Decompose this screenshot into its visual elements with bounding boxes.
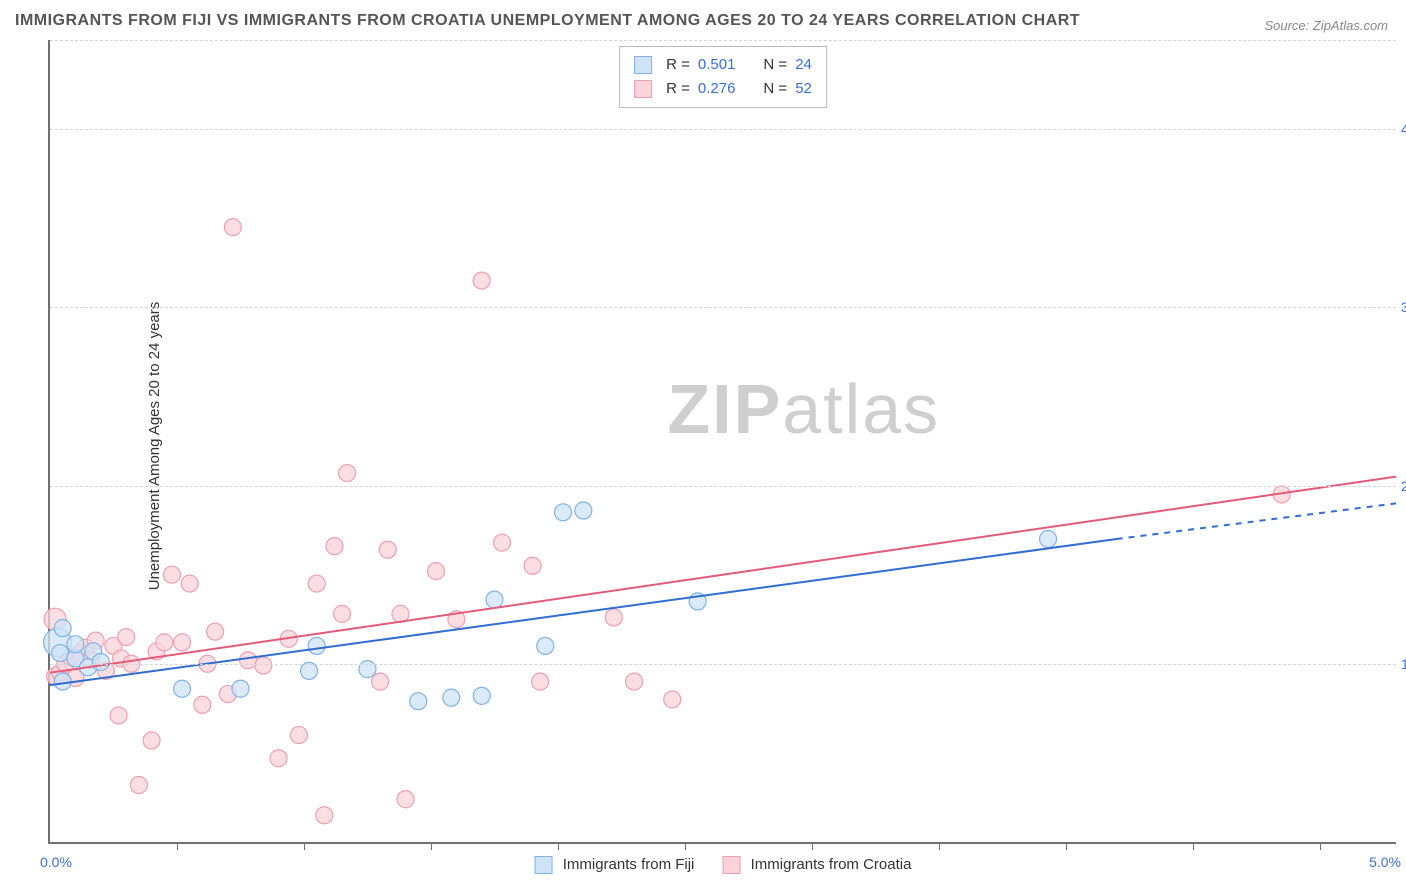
- legend-item-croatia: Immigrants from Croatia: [722, 856, 911, 874]
- x-tick: [939, 842, 940, 850]
- x-axis-origin-label: 0.0%: [40, 854, 72, 870]
- data-point-croatia: [290, 727, 307, 744]
- swatch-croatia: [722, 856, 740, 874]
- data-point-croatia: [473, 272, 490, 289]
- data-point-fiji: [486, 591, 503, 608]
- x-axis-end-label: 5.0%: [1369, 854, 1401, 870]
- data-point-fiji: [52, 645, 69, 662]
- data-point-croatia: [110, 707, 127, 724]
- data-point-croatia: [207, 623, 224, 640]
- x-tick: [431, 842, 432, 850]
- y-tick-label: 20.0%: [1401, 478, 1406, 494]
- data-point-fiji: [301, 662, 318, 679]
- data-point-croatia: [379, 541, 396, 558]
- data-point-fiji: [54, 620, 71, 637]
- data-point-croatia: [163, 566, 180, 583]
- data-point-fiji: [308, 637, 325, 654]
- data-point-croatia: [326, 538, 343, 555]
- data-point-croatia: [224, 219, 241, 236]
- scatter-svg: [50, 40, 1396, 842]
- x-tick: [812, 842, 813, 850]
- y-tick-label: 10.0%: [1401, 656, 1406, 672]
- r-label: R =: [666, 77, 690, 101]
- data-point-croatia: [181, 575, 198, 592]
- data-point-croatia: [194, 696, 211, 713]
- data-point-fiji: [67, 636, 84, 653]
- data-point-croatia: [118, 629, 135, 646]
- correlation-legend: R = 0.501 N = 24 R = 0.276 N = 52: [619, 46, 827, 108]
- gridline: [50, 129, 1396, 130]
- trend-line-fiji-extrapolated: [1117, 503, 1396, 539]
- series-legend: Immigrants from Fiji Immigrants from Cro…: [535, 856, 912, 874]
- legend-row-croatia: R = 0.276 N = 52: [634, 77, 812, 101]
- gridline: [50, 664, 1396, 665]
- data-point-fiji: [174, 680, 191, 697]
- gridline: [50, 307, 1396, 308]
- source-attribution: Source: ZipAtlas.com: [1264, 18, 1388, 33]
- x-tick: [685, 842, 686, 850]
- data-point-croatia: [308, 575, 325, 592]
- n-value-fiji: 24: [795, 53, 812, 77]
- data-point-croatia: [494, 534, 511, 551]
- data-point-croatia: [143, 732, 160, 749]
- swatch-fiji: [535, 856, 553, 874]
- swatch-croatia: [634, 80, 652, 98]
- legend-label-croatia: Immigrants from Croatia: [751, 856, 912, 873]
- plot-area: ZIPatlas R = 0.501 N = 24 R = 0.276 N = …: [48, 40, 1396, 844]
- data-point-fiji: [410, 693, 427, 710]
- data-point-croatia: [339, 465, 356, 482]
- legend-item-fiji: Immigrants from Fiji: [535, 856, 695, 874]
- r-label: R =: [666, 53, 690, 77]
- data-point-croatia: [372, 673, 389, 690]
- data-point-croatia: [270, 750, 287, 767]
- data-point-croatia: [605, 609, 622, 626]
- data-point-fiji: [555, 504, 572, 521]
- data-point-fiji: [232, 680, 249, 697]
- data-point-fiji: [1040, 531, 1057, 548]
- x-tick: [1066, 842, 1067, 850]
- data-point-croatia: [397, 791, 414, 808]
- data-point-croatia: [174, 634, 191, 651]
- y-tick-label: 30.0%: [1401, 299, 1406, 315]
- legend-row-fiji: R = 0.501 N = 24: [634, 53, 812, 77]
- swatch-fiji: [634, 56, 652, 74]
- r-value-croatia: 0.276: [698, 77, 736, 101]
- legend-label-fiji: Immigrants from Fiji: [563, 856, 695, 873]
- r-value-fiji: 0.501: [698, 53, 736, 77]
- n-value-croatia: 52: [795, 77, 812, 101]
- data-point-croatia: [524, 557, 541, 574]
- data-point-fiji: [443, 689, 460, 706]
- x-tick: [558, 842, 559, 850]
- data-point-fiji: [54, 673, 71, 690]
- data-point-fiji: [575, 502, 592, 519]
- data-point-croatia: [156, 634, 173, 651]
- data-point-croatia: [664, 691, 681, 708]
- data-point-fiji: [537, 637, 554, 654]
- y-tick-label: 40.0%: [1401, 121, 1406, 137]
- data-point-croatia: [255, 657, 272, 674]
- chart-title: IMMIGRANTS FROM FIJI VS IMMIGRANTS FROM …: [15, 12, 1080, 30]
- data-point-croatia: [316, 807, 333, 824]
- data-point-croatia: [130, 776, 147, 793]
- x-tick: [177, 842, 178, 850]
- gridline: [50, 486, 1396, 487]
- data-point-croatia: [334, 605, 351, 622]
- trend-line-croatia: [50, 477, 1396, 673]
- data-point-croatia: [626, 673, 643, 690]
- data-point-croatia: [240, 652, 257, 669]
- n-label: N =: [763, 53, 787, 77]
- x-tick: [304, 842, 305, 850]
- x-tick: [1193, 842, 1194, 850]
- x-tick: [1320, 842, 1321, 850]
- data-point-fiji: [473, 687, 490, 704]
- n-label: N =: [763, 77, 787, 101]
- gridline: [50, 40, 1396, 41]
- data-point-fiji: [92, 653, 109, 670]
- data-point-croatia: [532, 673, 549, 690]
- data-point-croatia: [428, 563, 445, 580]
